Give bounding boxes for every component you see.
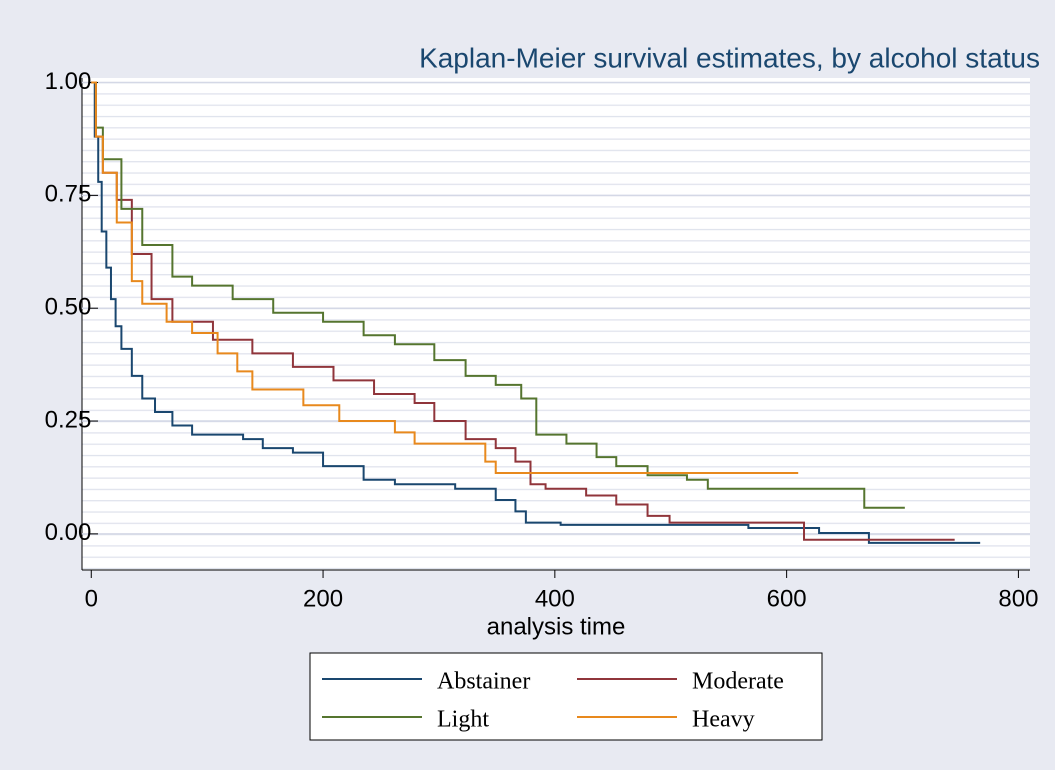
y-tick-label: 0.50	[45, 294, 92, 321]
y-tick-label: 0.00	[45, 519, 92, 546]
legend-label: Abstainer	[437, 669, 530, 695]
y-tick-label: 1.00	[45, 68, 92, 95]
grid-pattern	[82, 78, 1030, 570]
chart-title: Kaplan-Meier survival estimates, by alco…	[419, 42, 1040, 73]
legend-label: Heavy	[692, 707, 755, 733]
survival-curve	[91, 81, 981, 544]
x-tick-label: 600	[767, 585, 807, 612]
y-tick-label: 0.75	[45, 181, 92, 208]
x-tick-label: 800	[998, 585, 1038, 612]
x-tick-label: 400	[535, 585, 575, 612]
x-tick-label: 0	[85, 585, 98, 612]
survival-curve	[91, 81, 799, 474]
legend-box	[309, 652, 823, 741]
y-tick-label: 0.25	[45, 406, 92, 433]
legend-label: Light	[437, 707, 489, 733]
legend-label: Moderate	[692, 669, 784, 695]
survival-curve	[91, 81, 905, 509]
x-tick-label: 200	[303, 585, 343, 612]
x-axis-label: analysis time	[487, 613, 626, 640]
